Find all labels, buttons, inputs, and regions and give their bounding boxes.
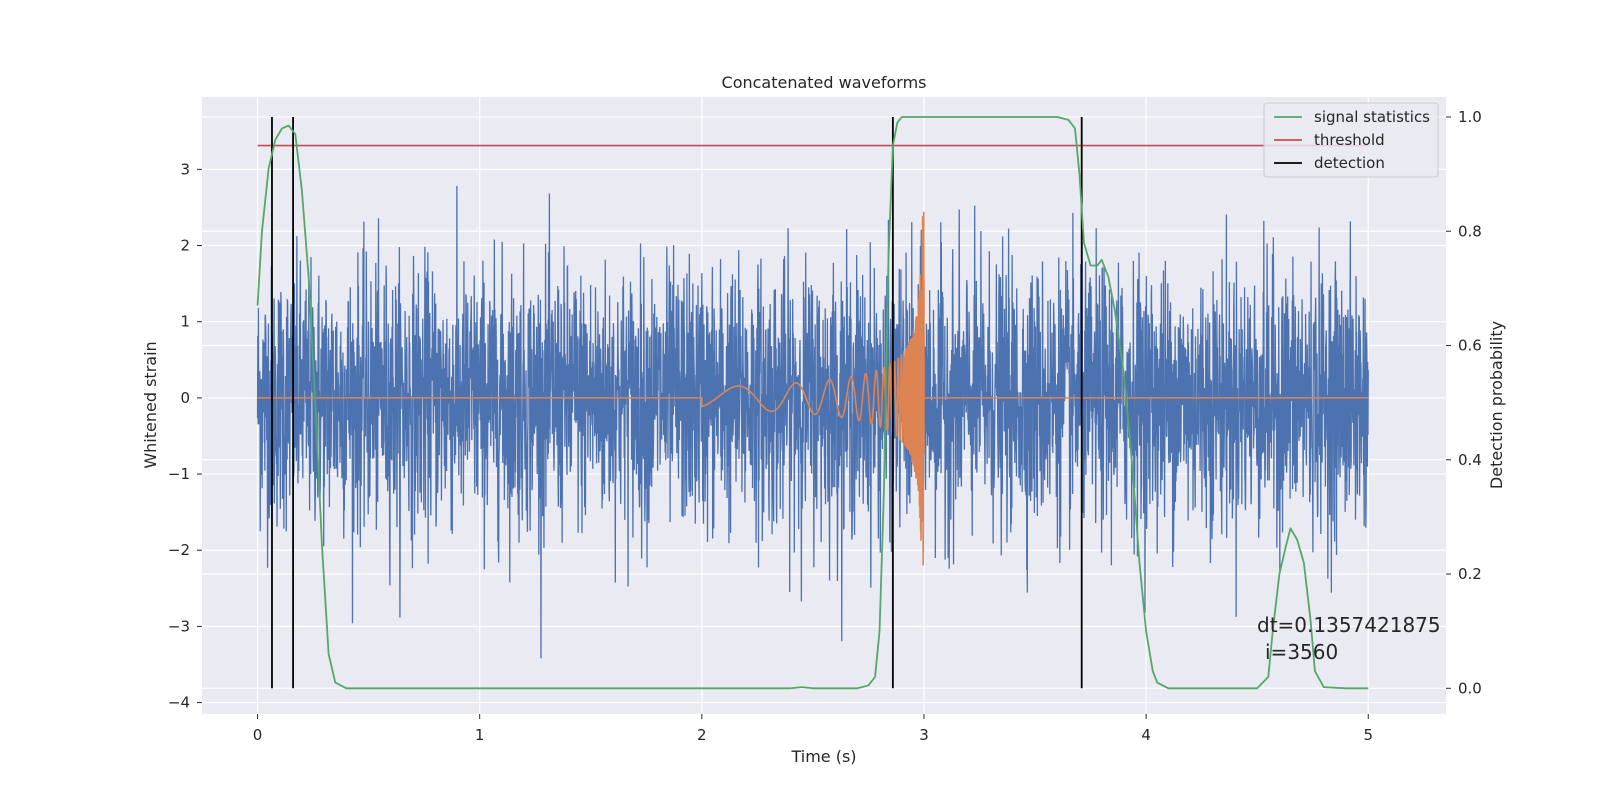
y2-tick-label: 0.6	[1458, 337, 1482, 355]
waveform-line	[257, 211, 1369, 566]
y-tick-label: 3	[180, 160, 190, 178]
signal-statistics-line	[256, 116, 1369, 690]
y-axis-label: Whitened strain	[141, 341, 160, 468]
annotation-dt: dt=0.1357421875	[1257, 613, 1441, 637]
x-tick-label: 4	[1141, 726, 1151, 744]
plot-area	[256, 116, 1369, 690]
axis-ticks: 0 1 2 3 4 5 −4 −3 −2 −1 0 1 2 3 0.0 0.2 0.4 0.6 0.8 1.0	[168, 108, 1482, 744]
y-tick-label: 2	[180, 237, 190, 255]
annotation-index: i=3560	[1265, 640, 1338, 664]
x-tick-label: 5	[1363, 726, 1373, 744]
chart-title: Concatenated waveforms	[722, 73, 927, 92]
x-tick-label: 1	[475, 726, 485, 744]
y2-tick-label: 0.0	[1458, 679, 1482, 697]
strain-noise-line	[256, 185, 1369, 659]
y-tick-label: −3	[168, 617, 190, 635]
y-tick-label: −2	[168, 541, 190, 559]
y2-axis-label: Detection probability	[1487, 321, 1506, 489]
y2-tick-label: 0.2	[1458, 565, 1482, 583]
x-tick-label: 2	[697, 726, 707, 744]
legend: signal statistics threshold detection	[1263, 102, 1439, 178]
x-tick-label: 3	[919, 726, 929, 744]
y2-tick-label: 0.8	[1458, 222, 1482, 240]
y-tick-label: −4	[168, 694, 190, 712]
legend-label-detection: detection	[1314, 154, 1385, 172]
x-axis-label: Time (s)	[790, 747, 856, 766]
legend-label-signal-statistics: signal statistics	[1314, 108, 1430, 126]
y-tick-label: 1	[180, 313, 190, 331]
y-tick-label: 0	[180, 389, 190, 407]
legend-label-threshold: threshold	[1314, 131, 1385, 149]
y2-tick-label: 1.0	[1458, 108, 1482, 126]
legend-box	[1263, 102, 1439, 178]
y-tick-label: −1	[168, 465, 190, 483]
x-tick-label: 0	[253, 726, 263, 744]
y2-tick-label: 0.4	[1458, 451, 1482, 469]
